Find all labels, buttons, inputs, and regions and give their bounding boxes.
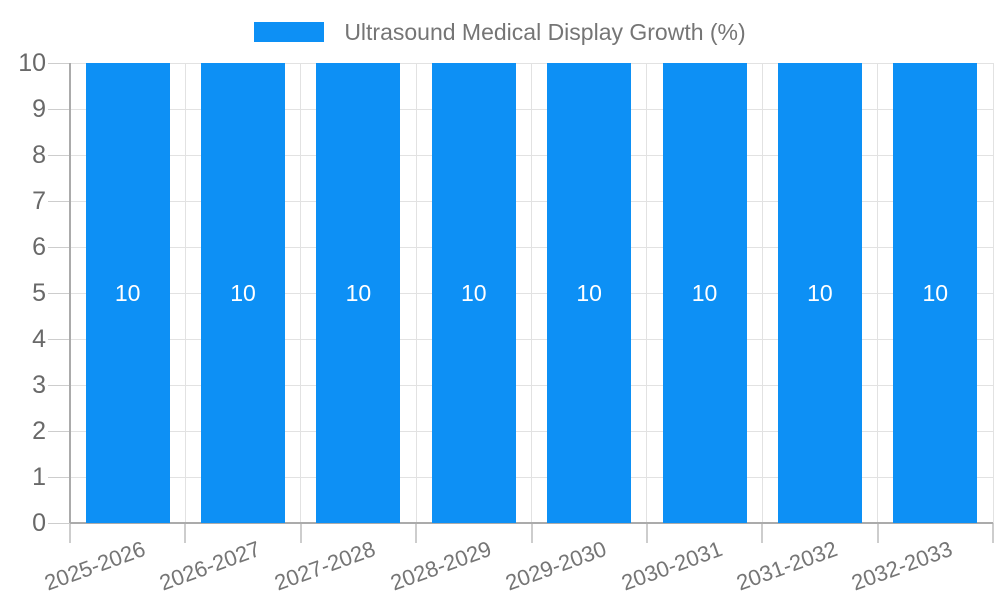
v-gridline [877, 63, 879, 523]
y-tick-label: 6 [32, 233, 46, 261]
y-tick-mark [48, 246, 70, 248]
bar[interactable] [662, 63, 747, 523]
bar-value-label: 10 [807, 280, 833, 306]
y-axis-line [69, 63, 71, 523]
bar[interactable] [431, 63, 516, 523]
bar-value-label: 10 [345, 280, 372, 306]
y-tick-label: 9 [32, 95, 46, 123]
y-tick-mark [48, 200, 70, 202]
v-gridline [184, 63, 186, 523]
bar[interactable] [85, 63, 170, 523]
x-tick-mark [992, 523, 994, 543]
x-tick-label: 2025-2026 [40, 536, 149, 596]
x-tick-label: 2030-2031 [617, 536, 726, 596]
bar[interactable] [201, 63, 286, 523]
x-tick-mark [299, 523, 302, 543]
x-tick-mark [876, 523, 879, 543]
y-tick-mark [48, 384, 70, 386]
y-tick-label: 0 [32, 509, 46, 537]
y-tick-label: 8 [32, 141, 46, 169]
x-tick-mark [530, 523, 533, 543]
x-tick-label: 2031-2032 [733, 536, 841, 596]
bar[interactable] [547, 63, 632, 523]
x-tick-label: 2028-2029 [386, 536, 495, 596]
legend: Ultrasound Medical Display Growth (%) [0, 18, 1000, 46]
bar-value-label: 10 [691, 280, 718, 306]
bar[interactable] [893, 63, 978, 523]
y-tick-label: 5 [32, 279, 46, 307]
y-tick-mark [48, 338, 70, 340]
bar-value-label: 10 [230, 280, 256, 306]
y-tick-mark [48, 154, 70, 156]
y-tick-mark [48, 108, 70, 110]
y-tick-label: 3 [32, 371, 46, 399]
y-tick-label: 1 [32, 463, 46, 491]
legend-label: Ultrasound Medical Display Growth (%) [344, 19, 746, 45]
v-gridline [300, 63, 302, 523]
bar-value-label: 10 [576, 280, 602, 306]
y-tick-mark [48, 476, 70, 478]
y-tick-mark [48, 62, 70, 64]
x-tick-mark [645, 523, 648, 543]
legend-item[interactable]: Ultrasound Medical Display Growth (%) [254, 18, 746, 46]
v-gridline [531, 63, 532, 523]
bar-value-label: 10 [922, 280, 949, 306]
x-tick-mark [761, 523, 764, 543]
x-tick-label: 2026-2027 [156, 536, 264, 596]
x-tick-mark [415, 523, 418, 543]
bar[interactable] [777, 63, 862, 523]
y-tick-mark [48, 292, 70, 294]
x-tick-label: 2029-2030 [502, 536, 610, 596]
legend-swatch [254, 22, 325, 42]
bar-value-label: 10 [461, 280, 487, 306]
bar[interactable] [316, 63, 401, 523]
bar-value-label: 10 [114, 280, 141, 306]
y-tick-mark [48, 430, 70, 432]
x-axis-line [70, 522, 993, 524]
x-tick-label: 2027-2028 [271, 536, 379, 596]
y-tick-label: 2 [32, 417, 46, 445]
y-tick-label: 7 [32, 187, 46, 215]
x-tick-mark [184, 523, 187, 543]
y-tick-label: 10 [18, 49, 46, 77]
v-gridline [646, 63, 648, 523]
y-tick-mark [48, 522, 70, 524]
x-tick-label: 2032-2033 [848, 536, 956, 596]
x-tick-mark [69, 523, 71, 543]
y-tick-label: 4 [32, 325, 46, 353]
v-gridline [992, 63, 994, 523]
v-gridline [415, 63, 417, 523]
v-gridline [761, 63, 763, 523]
